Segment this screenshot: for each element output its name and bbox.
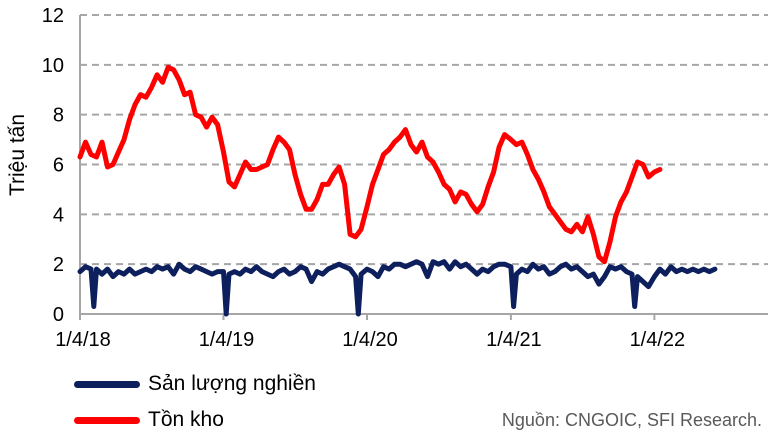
legend-swatch-inventory bbox=[74, 416, 140, 424]
y-tick-label: 2 bbox=[53, 254, 64, 276]
legend-item-milling: Sản lượng nghiền bbox=[74, 372, 316, 396]
series-line-1 bbox=[77, 259, 718, 317]
y-tick-labels: 0 2 4 6 8 10 12 bbox=[42, 5, 64, 326]
legend-item-inventory: Tồn kho bbox=[74, 408, 224, 432]
source-note: Nguồn: CNGOIC, SFI Research. bbox=[501, 410, 762, 430]
y-tick-label: 4 bbox=[53, 204, 64, 226]
legend-label-inventory: Tồn kho bbox=[148, 408, 224, 431]
x-tick-label: 1/4/18 bbox=[55, 329, 111, 351]
legend-label-milling: Sản lượng nghiền bbox=[148, 372, 316, 395]
x-tick-label: 1/4/19 bbox=[199, 329, 255, 351]
y-tick-label: 10 bbox=[42, 55, 64, 77]
x-tick-label: 1/4/20 bbox=[342, 329, 398, 351]
y-tick-label: 8 bbox=[53, 105, 64, 127]
axes bbox=[79, 15, 768, 320]
gridlines bbox=[80, 14, 768, 266]
y-tick-label: 0 bbox=[53, 304, 64, 326]
y-tick-label: 12 bbox=[42, 5, 64, 27]
y-axis-label: Triệu tấn bbox=[6, 114, 29, 196]
y-tick-label: 6 bbox=[53, 155, 64, 177]
series-line-0 bbox=[77, 64, 663, 265]
x-tick-label: 1/4/22 bbox=[630, 329, 686, 351]
x-tick-labels: 1/4/18 1/4/19 1/4/20 1/4/21 1/4/22 bbox=[55, 329, 685, 351]
x-tick-label: 1/4/21 bbox=[486, 329, 542, 351]
legend-swatch-milling bbox=[74, 380, 140, 388]
series-lines bbox=[77, 64, 718, 317]
